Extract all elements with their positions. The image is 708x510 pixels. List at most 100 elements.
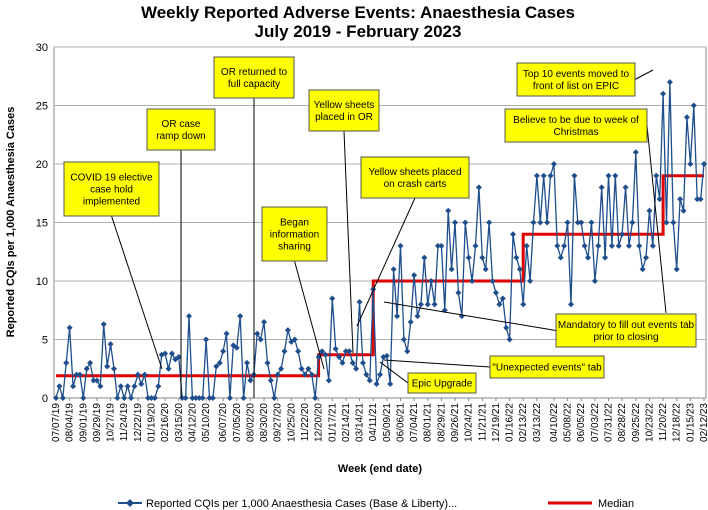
cqi-point	[448, 266, 455, 273]
cqi-point	[110, 365, 117, 372]
cqi-point	[226, 395, 233, 401]
cqi-point	[653, 172, 660, 179]
cqi-point	[319, 348, 326, 355]
x-tick-label: 08/30/20	[259, 403, 270, 442]
cqi-point	[479, 254, 486, 261]
annotation-box	[489, 355, 605, 379]
cqi-point	[97, 383, 104, 390]
median-line	[56, 174, 704, 378]
cqi-point	[87, 359, 94, 366]
annotation-box	[360, 156, 470, 199]
cqi-point	[571, 172, 578, 179]
cqi-point	[417, 301, 424, 308]
x-tick-label: 07/31/22	[604, 403, 615, 442]
annotation-box	[407, 372, 477, 394]
cqi-point	[492, 289, 499, 296]
y-tick-label: 25	[36, 101, 48, 113]
annotation-text: OR returned to	[221, 67, 288, 78]
x-tick-label: 01/16/22	[505, 403, 516, 442]
cqi-point	[168, 350, 175, 357]
cqi-point	[325, 377, 332, 384]
cqi-point	[690, 102, 697, 109]
cqi-point	[670, 219, 677, 226]
cqi-point	[107, 341, 114, 348]
cqi-point	[271, 395, 278, 401]
x-tick-label: 12/18/22	[672, 403, 683, 442]
cqi-point	[298, 365, 305, 372]
cqi-point	[134, 371, 141, 378]
cqi-point	[308, 371, 315, 378]
annotation-box	[261, 206, 328, 262]
cqi-point	[189, 395, 196, 401]
annotation-text: Yellow sheets placed	[368, 167, 461, 178]
annotation-text: on crash carts	[384, 179, 447, 190]
x-tick-label: 04/12/20	[187, 403, 198, 442]
cqi-point	[353, 365, 360, 372]
cqi-point	[390, 266, 397, 273]
legend: Reported CQIs per 1,000 Anaesthesia Case…	[118, 498, 634, 510]
x-axis-ticks: 07/07/19 08/04/19 09/01/19 09/29/19 10/27/19…	[51, 398, 708, 442]
cqi-point	[342, 348, 349, 355]
cqi-point	[66, 324, 73, 331]
x-tick-label: 07/04/21	[409, 403, 420, 442]
x-tick-label: 03/15/20	[174, 403, 185, 442]
cqi-point	[278, 365, 285, 372]
cqi-point	[428, 278, 435, 284]
annotation-leader	[634, 69, 654, 80]
cqi-point	[431, 301, 438, 308]
cqi-point	[186, 313, 193, 320]
cqi-point	[264, 359, 271, 366]
cqi-point	[240, 395, 247, 401]
cqi-series	[53, 79, 707, 401]
cqi-point	[533, 172, 540, 179]
y-tick-label: 10	[36, 276, 48, 288]
cqi-point	[257, 336, 264, 343]
cqi-point	[510, 231, 517, 238]
x-tick-label: 08/04/19	[65, 403, 76, 442]
cqi-point	[196, 395, 203, 401]
cqi-point	[434, 242, 441, 249]
cqi-point	[76, 371, 83, 378]
cqi-point	[233, 344, 240, 351]
y-axis-title: Reported CQIs per 1,000 Anaesthesia Case…	[5, 107, 17, 338]
cqi-point	[53, 395, 59, 401]
cqi-point	[359, 359, 366, 366]
cqi-point	[523, 242, 530, 249]
cqi-point	[281, 348, 288, 355]
x-tick-label: 04/11/21	[368, 403, 379, 442]
cqi-point	[452, 219, 459, 226]
annotation-text: implemented	[83, 197, 140, 208]
cqi-point	[629, 219, 636, 226]
cqi-point	[622, 184, 629, 191]
x-tick-label: 10/23/22	[644, 403, 655, 442]
cqi-point	[680, 207, 687, 214]
y-tick-label: 30	[36, 42, 48, 54]
cqi-point	[578, 219, 585, 226]
cqi-point	[608, 242, 615, 249]
cqi-point	[625, 242, 632, 249]
x-axis-title: Week (end date)	[338, 463, 422, 475]
cqi-point	[206, 395, 213, 401]
annotation-text: Believe to be due to week of	[513, 115, 639, 126]
cqi-point	[336, 354, 343, 361]
cqi-point	[243, 359, 250, 366]
cqi-point	[128, 395, 135, 401]
cqi-point	[145, 395, 152, 401]
cqi-point	[209, 395, 216, 401]
annotation-leader	[646, 125, 667, 314]
annotation-text: full capacity	[228, 79, 280, 90]
cqi-point	[701, 161, 707, 167]
cqi-point	[506, 336, 513, 343]
median-series	[56, 174, 704, 378]
cqi-point	[373, 380, 380, 387]
cqi-point	[124, 383, 131, 390]
cqi-point	[322, 351, 329, 358]
annotation-text: sharing	[278, 242, 311, 253]
cqi-point	[615, 242, 622, 249]
annotation-leader	[343, 130, 354, 354]
annotation-leader	[111, 215, 163, 370]
cqi-point	[496, 301, 503, 308]
annotation-text: Epic Upgrade	[412, 379, 473, 390]
x-tick-label: 01/15/23	[685, 403, 696, 442]
x-tick-label: 07/07/19	[51, 403, 62, 442]
